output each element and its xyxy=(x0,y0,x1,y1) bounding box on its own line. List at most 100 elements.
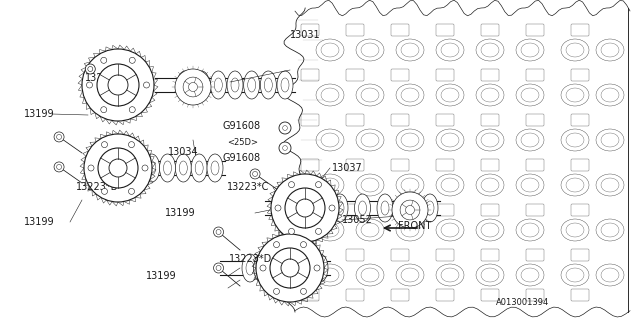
Text: G91608: G91608 xyxy=(223,121,261,132)
Ellipse shape xyxy=(264,78,273,92)
Ellipse shape xyxy=(277,71,293,99)
Circle shape xyxy=(100,107,107,113)
Text: A013001394: A013001394 xyxy=(496,298,549,307)
Circle shape xyxy=(129,107,135,113)
Circle shape xyxy=(109,159,127,177)
Circle shape xyxy=(256,234,324,302)
Circle shape xyxy=(142,165,148,171)
Text: 13199: 13199 xyxy=(24,108,55,119)
Circle shape xyxy=(273,242,280,248)
Circle shape xyxy=(214,227,223,237)
Ellipse shape xyxy=(336,201,344,215)
Ellipse shape xyxy=(258,261,266,275)
Ellipse shape xyxy=(314,201,321,215)
Text: 13223*A: 13223*A xyxy=(85,73,127,84)
Circle shape xyxy=(253,172,257,176)
Circle shape xyxy=(260,265,266,271)
Ellipse shape xyxy=(269,261,277,275)
Ellipse shape xyxy=(177,71,193,99)
Text: 13034: 13034 xyxy=(168,147,198,157)
Text: 13031: 13031 xyxy=(290,30,321,40)
Ellipse shape xyxy=(300,254,316,282)
Circle shape xyxy=(129,188,134,194)
Text: 13223*B: 13223*B xyxy=(76,182,118,192)
Ellipse shape xyxy=(358,201,367,215)
Circle shape xyxy=(314,265,320,271)
Circle shape xyxy=(285,188,325,228)
Circle shape xyxy=(283,125,287,131)
Ellipse shape xyxy=(175,154,191,182)
Circle shape xyxy=(281,259,299,277)
Circle shape xyxy=(108,75,128,95)
Circle shape xyxy=(271,174,339,242)
Circle shape xyxy=(129,142,134,148)
Circle shape xyxy=(301,288,307,294)
Circle shape xyxy=(214,263,223,273)
Circle shape xyxy=(296,199,314,217)
Text: 13037: 13037 xyxy=(332,163,362,173)
Circle shape xyxy=(82,49,154,121)
Ellipse shape xyxy=(191,154,207,182)
Circle shape xyxy=(54,132,64,142)
Circle shape xyxy=(275,205,281,211)
Ellipse shape xyxy=(248,78,255,92)
Ellipse shape xyxy=(305,261,312,275)
Ellipse shape xyxy=(403,201,412,215)
Circle shape xyxy=(88,165,94,171)
Text: <25D>: <25D> xyxy=(227,138,258,147)
Circle shape xyxy=(54,162,64,172)
Circle shape xyxy=(175,69,211,105)
Circle shape xyxy=(97,64,139,106)
Ellipse shape xyxy=(312,254,328,282)
Ellipse shape xyxy=(291,201,299,215)
Ellipse shape xyxy=(148,161,156,175)
Circle shape xyxy=(100,57,107,63)
Circle shape xyxy=(88,67,93,71)
Ellipse shape xyxy=(281,78,289,92)
Ellipse shape xyxy=(266,254,282,282)
Ellipse shape xyxy=(332,194,348,222)
Circle shape xyxy=(273,288,280,294)
Ellipse shape xyxy=(260,71,276,99)
Ellipse shape xyxy=(422,194,438,222)
Ellipse shape xyxy=(214,78,222,92)
Ellipse shape xyxy=(231,78,239,92)
Ellipse shape xyxy=(163,161,172,175)
Ellipse shape xyxy=(179,161,188,175)
Ellipse shape xyxy=(128,154,144,182)
Circle shape xyxy=(406,205,415,214)
Ellipse shape xyxy=(316,261,324,275)
Ellipse shape xyxy=(426,201,434,215)
Ellipse shape xyxy=(244,71,260,99)
Text: FRONT: FRONT xyxy=(398,220,431,231)
Circle shape xyxy=(289,182,294,188)
Text: 13199: 13199 xyxy=(24,217,55,228)
Ellipse shape xyxy=(194,71,210,99)
Ellipse shape xyxy=(227,71,243,99)
Ellipse shape xyxy=(242,254,258,282)
Circle shape xyxy=(392,192,428,228)
Circle shape xyxy=(316,182,321,188)
Circle shape xyxy=(98,148,138,188)
Circle shape xyxy=(301,242,307,248)
Circle shape xyxy=(270,248,310,288)
Ellipse shape xyxy=(132,161,140,175)
Text: G91608: G91608 xyxy=(223,153,261,163)
Circle shape xyxy=(86,82,93,88)
Text: 13199: 13199 xyxy=(146,271,177,281)
Circle shape xyxy=(84,134,152,202)
Text: 13223*D: 13223*D xyxy=(229,253,273,264)
Text: 13199: 13199 xyxy=(165,208,196,218)
Circle shape xyxy=(189,83,198,92)
Ellipse shape xyxy=(289,254,305,282)
Circle shape xyxy=(279,142,291,154)
Circle shape xyxy=(216,266,221,270)
Circle shape xyxy=(400,200,420,220)
Ellipse shape xyxy=(381,201,389,215)
Ellipse shape xyxy=(399,194,415,222)
Circle shape xyxy=(102,188,108,194)
Text: 13223*C: 13223*C xyxy=(227,182,269,192)
Ellipse shape xyxy=(211,71,227,99)
Circle shape xyxy=(316,228,321,234)
Ellipse shape xyxy=(246,261,254,275)
